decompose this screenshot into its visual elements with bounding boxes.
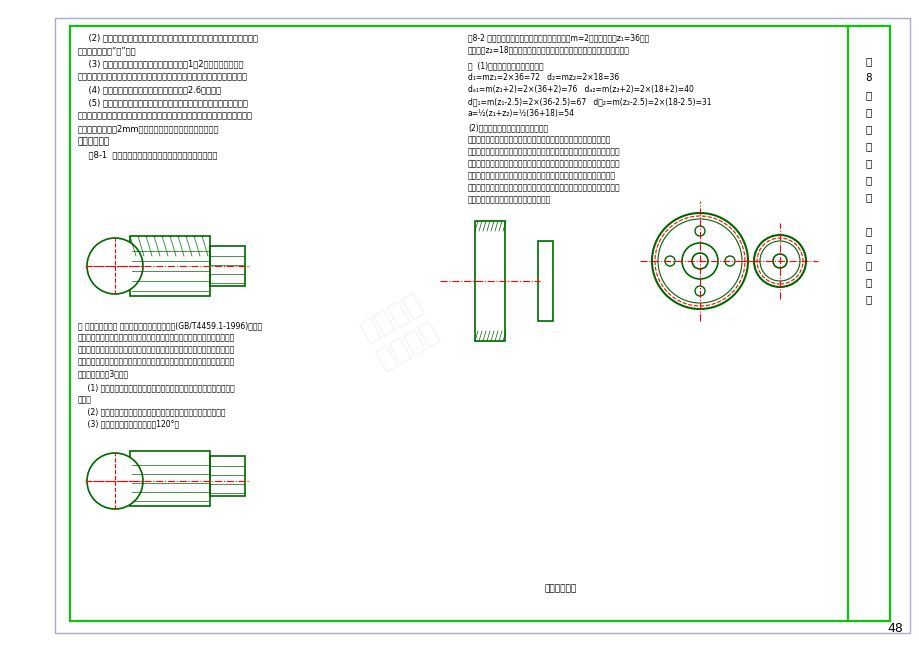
Text: 四、实践举例: 四、实践举例 xyxy=(78,137,110,146)
Text: 的: 的 xyxy=(865,141,871,151)
Text: 解  (1)计算直齿圆柱齿轮的尺寸：: 解 (1)计算直齿圆柱齿轮的尺寸： xyxy=(468,61,543,70)
Circle shape xyxy=(694,286,704,296)
Text: 判断，该图中有3错误：: 判断，该图中有3错误： xyxy=(78,369,129,378)
Text: 48: 48 xyxy=(886,622,902,635)
Text: 制，其余部分仍按各自的画法来表示，画图时应使内螺纹的大径与外螺纹的大: 制，其余部分仍按各自的画法来表示，画图时应使内螺纹的大径与外螺纹的大 xyxy=(78,345,235,354)
Text: 第: 第 xyxy=(865,56,871,66)
Text: (3) 有效圈数在四圈以上，只可画出两端的1到2圈，中间各圈可略: (3) 有效圈数在四圈以上，只可画出两端的1到2圈，中间各圈可略 xyxy=(78,59,244,68)
Text: 齿: 齿 xyxy=(865,226,871,236)
Text: 例8-1  指出下面图中的错误，并将正确的画在空白处。: 例8-1 指出下面图中的错误，并将正确的画在空白处。 xyxy=(78,150,217,159)
Text: 常: 常 xyxy=(865,107,871,117)
Bar xyxy=(130,451,210,506)
Text: 例8-2 已知一对相互啮合的直齿圆柱齿轮，模数m=2，大齿轮齿数z₁=36，小: 例8-2 已知一对相互啮合的直齿圆柱齿轮，模数m=2，大齿轮齿数z₁=36，小 xyxy=(468,33,649,42)
Bar xyxy=(210,246,244,286)
Text: 弹: 弹 xyxy=(865,277,871,287)
Text: 轮廓线或从弹簧钢丝尺値圆的中心线画起，当弹簧被切断时，剔面直径或厚度在: 轮廓线或从弹簧钢丝尺値圆的中心线画起，当弹簧被切断时，剔面直径或厚度在 xyxy=(78,111,253,120)
Bar xyxy=(847,26,889,621)
Text: 一定要注出方向“左”字。: 一定要注出方向“左”字。 xyxy=(78,46,137,55)
Text: 齿轮齿数z₂=18，试计算齿轮的尺寸，并绘制啮合图，其余尺寸自行设定。: 齿轮齿数z₂=18，试计算齿轮的尺寸，并绘制啮合图，其余尺寸自行设定。 xyxy=(468,45,630,54)
Circle shape xyxy=(87,238,142,294)
Text: 用粗实线绘制。左视图采用基本视图表示，两个齿轮的齿顶圆用实线绘制: 用粗实线绘制。左视图采用基本视图表示，两个齿轮的齿顶圆用实线绘制 xyxy=(468,171,616,180)
Text: 准: 准 xyxy=(865,175,871,185)
Bar xyxy=(538,241,552,321)
Text: 8: 8 xyxy=(865,73,871,83)
Circle shape xyxy=(772,254,786,268)
Bar xyxy=(210,456,244,496)
Text: dₐ₁=m(z₁+2)=2×(36+2)=76   dₐ₂=m(z₂+2)=2×(18+2)=40: dₐ₁=m(z₁+2)=2×(36+2)=76 dₐ₂=m(z₂+2)=2×(1… xyxy=(468,85,693,94)
Circle shape xyxy=(754,235,805,287)
Text: a=½(z₁+z₂)=½(36+18)=54: a=½(z₁+z₂)=½(36+18)=54 xyxy=(468,109,574,118)
Circle shape xyxy=(664,256,675,266)
Circle shape xyxy=(691,253,708,269)
Text: 当内、外螺纹联接构成螺纹副时，在剖视图中其龌合部分应按外螺纹的圆柱绘: 当内、外螺纹联接构成螺纹副时，在剖视图中其龌合部分应按外螺纹的圆柱绘 xyxy=(78,333,235,342)
Circle shape xyxy=(694,226,704,236)
Circle shape xyxy=(724,256,734,266)
Circle shape xyxy=(87,453,142,509)
Text: d₁=mz₁=2×36=72   d₂=mz₂=2×18=36: d₁=mz₁=2×36=72 d₂=mz₂=2×18=36 xyxy=(468,73,618,82)
Text: (3) 钻孔顶端绘制错误，应画成120°；: (3) 钻孔顶端绘制错误，应画成120°； xyxy=(78,419,179,428)
Text: (2)根据规定画法绘制齿轮的啮合图：: (2)根据规定画法绘制齿轮的啮合图： xyxy=(468,123,548,132)
Text: (2) 螺旋弹簧均可画成右旋，对左旋的螺旋弹簧，不论画成左旋还是右旋，: (2) 螺旋弹簧均可画成右旋，对左旋的螺旋弹簧，不论画成左旋还是右旋， xyxy=(78,33,257,42)
Text: 径、内螺纹的小径与外螺纹的小径分别对齐，剖面线画至粗实线处。据此可以: 径、内螺纹的小径与外螺纹的小径分别对齐，剖面线画至粗实线处。据此可以 xyxy=(78,357,235,366)
Text: 解 按照《机械制图 螺纹及螺纹紧固件表示法》(GB/T4459.1-1996)规定，: 解 按照《机械制图 螺纹及螺纹紧固件表示法》(GB/T4459.1-1996)规… xyxy=(78,321,262,330)
Text: 件: 件 xyxy=(865,192,871,202)
Text: (4) 不论弹簧支承圈是多少，均按支承圈为2.6圈绘制。: (4) 不论弹簧支承圈是多少，均按支承圈为2.6圈绘制。 xyxy=(78,85,221,94)
Text: 章: 章 xyxy=(865,90,871,100)
Text: 机械制图
实践教程: 机械制图 实践教程 xyxy=(356,288,443,374)
Text: 制；分度圆都用细点画线绘制，齿根圆都用实线绘制，也可略不不画，在噚: 制；分度圆都用细点画线绘制，齿根圆都用实线绘制，也可略不不画，在噚 xyxy=(468,183,620,192)
Bar xyxy=(130,236,210,296)
Circle shape xyxy=(652,213,747,309)
Bar xyxy=(70,26,889,621)
Text: 与: 与 xyxy=(865,260,871,270)
Text: 轮: 轮 xyxy=(865,243,871,253)
Text: (2) 没有龌合部分，内螺纹处剖面线绘制错误，应该画至小径处；: (2) 没有龌合部分，内螺纹处剖面线绘制错误，应该画至小径处； xyxy=(78,407,225,416)
Text: 五、实践内嬹: 五、实践内嬹 xyxy=(544,584,576,593)
Text: 用: 用 xyxy=(865,124,871,134)
Text: 另一面，两个齿轮的齿顶圆用粗实线绘制，分度圆用细点画线绘制，齿根线: 另一面，两个齿轮的齿顶圆用粗实线绘制，分度圆用细点画线绘制，齿根线 xyxy=(468,159,620,168)
Circle shape xyxy=(681,243,717,279)
Text: (1) 没有龌合部分，内螺纹的绘制错误，大径应为粗实线，小径应为粗: (1) 没有龌合部分，内螺纹的绘制错误，大径应为粗实线，小径应为粗 xyxy=(78,383,234,392)
Text: (5) 在装配图中，被弹簧盖住的结构一般不画出，可见部分从弹簧的外: (5) 在装配图中，被弹簧盖住的结构一般不画出，可见部分从弹簧的外 xyxy=(78,98,247,107)
Text: 簧: 簧 xyxy=(865,294,871,304)
Bar xyxy=(130,451,210,506)
Text: 和区内，齿顶圆可以省去。结果如下图。: 和区内，齿顶圆可以省去。结果如下图。 xyxy=(468,195,550,204)
Text: 标: 标 xyxy=(865,158,871,168)
Text: 实线：: 实线： xyxy=(78,395,92,404)
Text: 主视图采用过轴线的剔视图表示，在噚合区内，小齿轮的齿顶圆用粗实: 主视图采用过轴线的剔视图表示，在噚合区内，小齿轮的齿顶圆用粗实 xyxy=(468,135,611,144)
Text: 线绘制，大齿轮齿顶被遥盖的部分用虹虚线绘制，节圆用一条点画线绘制。: 线绘制，大齿轮齿顶被遥盖的部分用虹虚线绘制，节圆用一条点画线绘制。 xyxy=(468,147,620,156)
Text: 图形上大于或等于2mm，可涂黑表示，也允许用示意画法。: 图形上大于或等于2mm，可涂黑表示，也允许用示意画法。 xyxy=(78,124,220,133)
Bar xyxy=(474,221,505,341)
Text: 不画。省略中间各圈后，允许缩短图形长度，并将两端用细点画线连接起来。: 不画。省略中间各圈后，允许缩短图形长度，并将两端用细点画线连接起来。 xyxy=(78,72,248,81)
Text: d𝑓₁=m(z₁-2.5)=2×(36-2.5)=67   d𝑓₂=m(z₂-2.5)=2×(18-2.5)=31: d𝑓₁=m(z₁-2.5)=2×(36-2.5)=67 d𝑓₂=m(z₂-2.5… xyxy=(468,97,710,106)
